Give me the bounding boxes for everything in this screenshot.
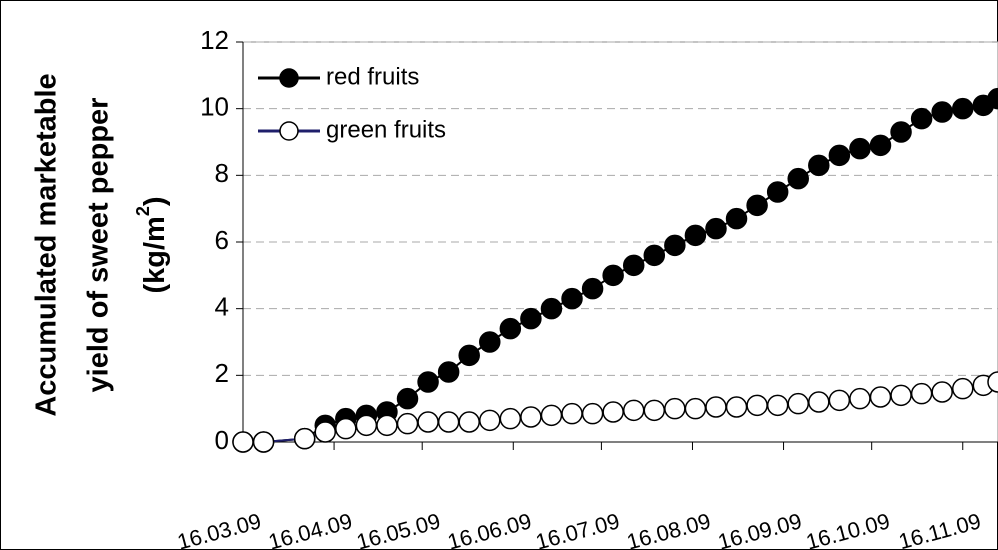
data-point — [910, 382, 933, 405]
data-point — [987, 371, 998, 393]
legend-marker — [279, 68, 299, 88]
data-point — [766, 181, 789, 203]
data-point — [355, 414, 378, 437]
data-point — [787, 167, 809, 190]
data-point — [520, 406, 542, 428]
y-axis-title: Accumulated marketable yield of sweet pe… — [31, 73, 171, 416]
y-tick-label: 12 — [200, 25, 229, 55]
unit-end: ) — [139, 196, 171, 206]
data-point — [725, 207, 748, 230]
data-point — [479, 409, 501, 432]
unit: (kg/m — [139, 216, 171, 293]
data-point — [396, 412, 419, 435]
data-point — [622, 399, 645, 422]
data-point — [849, 387, 871, 410]
y-label-line: yield of sweet pepper — [83, 98, 115, 393]
data-point — [437, 411, 460, 433]
data-point — [746, 394, 768, 417]
data-point — [910, 107, 933, 130]
data-point — [520, 307, 542, 330]
data-point — [766, 394, 789, 417]
data-point — [828, 389, 851, 412]
data-point — [808, 154, 830, 177]
data-point — [622, 254, 645, 277]
legend-label: red fruits — [326, 63, 419, 90]
data-point — [787, 392, 809, 415]
data-point — [458, 344, 480, 367]
data-point — [561, 402, 583, 425]
data-point — [643, 244, 666, 267]
data-point — [705, 396, 727, 418]
data-point — [499, 407, 522, 430]
data-point — [376, 414, 398, 437]
data-point — [396, 387, 419, 410]
data-point — [664, 397, 686, 420]
y-label-line: Accumulated marketable — [31, 73, 63, 416]
y-tick-label: 10 — [200, 92, 229, 122]
data-point — [684, 224, 707, 247]
data-point — [479, 331, 501, 353]
data-point — [931, 381, 953, 403]
data-point — [869, 134, 892, 157]
data-point — [335, 417, 357, 440]
data-point — [417, 411, 439, 433]
y-tick-label: 8 — [215, 158, 229, 188]
data-point — [437, 361, 460, 383]
data-point — [540, 404, 563, 427]
legend-marker — [279, 121, 299, 141]
data-point — [232, 431, 254, 453]
data-point — [890, 384, 912, 407]
data-point — [664, 234, 686, 257]
data-point — [931, 101, 953, 123]
data-point — [602, 264, 624, 287]
data-point — [684, 397, 707, 420]
data-point — [581, 402, 604, 425]
data-point — [705, 217, 727, 240]
data-point — [849, 137, 871, 160]
data-point — [890, 121, 912, 143]
y-tick-label: 2 — [215, 358, 229, 388]
y-tick-label: 6 — [215, 225, 229, 255]
data-point — [458, 411, 480, 433]
data-point — [417, 371, 439, 393]
data-point — [540, 297, 563, 320]
data-point — [746, 194, 768, 217]
legend-label: green fruits — [326, 116, 446, 143]
data-point — [828, 144, 851, 167]
data-point — [561, 287, 583, 310]
data-point — [602, 401, 624, 423]
data-point — [869, 386, 892, 408]
data-point — [314, 421, 337, 443]
y-tick-label: 4 — [215, 292, 229, 322]
data-point — [951, 377, 974, 400]
data-point — [499, 317, 522, 340]
data-point — [643, 399, 666, 422]
data-point — [987, 87, 998, 110]
data-point — [293, 427, 316, 450]
data-point — [725, 396, 748, 418]
data-point — [808, 391, 830, 413]
data-point — [581, 277, 604, 300]
y-label-unit: (kg/m2) — [133, 196, 171, 293]
y-tick-label: 0 — [215, 425, 229, 455]
data-point — [252, 431, 275, 453]
data-point — [951, 97, 974, 120]
unit-sup: 2 — [133, 206, 153, 216]
